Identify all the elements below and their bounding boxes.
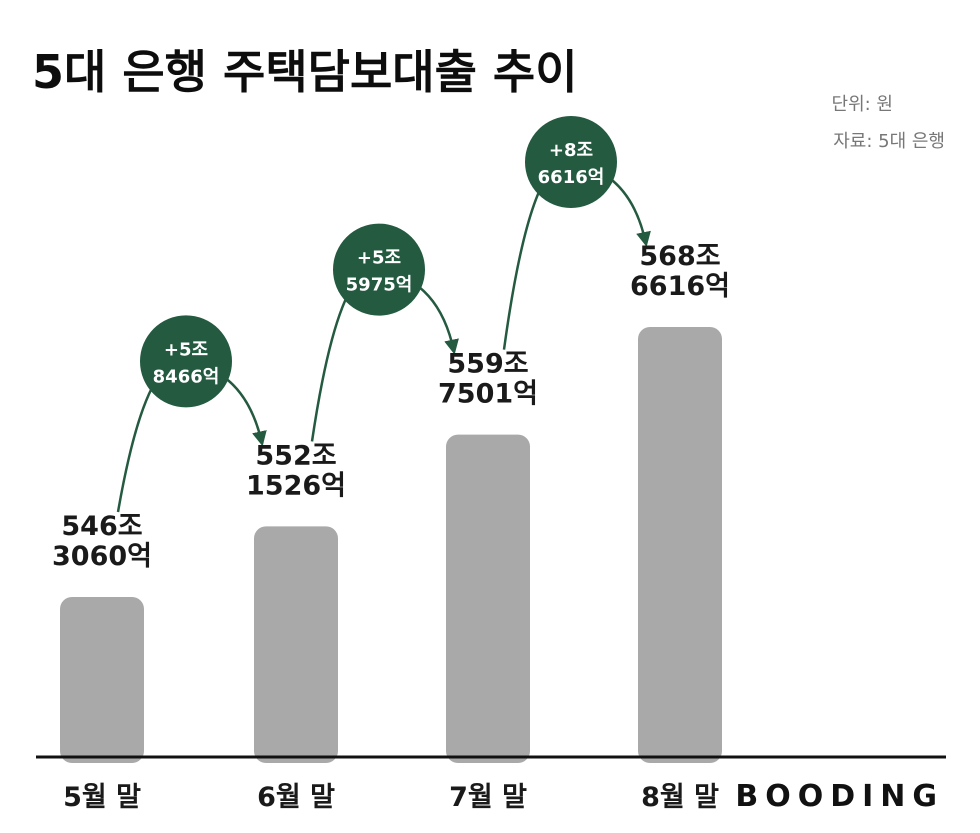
category-label-4: 8월 말	[641, 782, 719, 813]
source-note: 자료: 5대 은행	[833, 131, 945, 152]
bar-4	[638, 327, 722, 763]
value-label-3-line-1: 559조	[447, 349, 528, 380]
value-label-1-line-2: 3060억	[52, 541, 152, 572]
value-label-1-line-1: 546조	[61, 511, 142, 542]
value-label-2-line-1: 552조	[255, 440, 336, 471]
increase-bubble-1	[140, 315, 232, 408]
unit-note: 단위: 원	[832, 94, 893, 115]
increase-label-3-line-2: 6616억	[538, 167, 605, 188]
bars-group	[60, 327, 722, 763]
bubbles-group: +5조 8466억 +5조 5975억 +8조 6616억	[140, 116, 617, 408]
increase-label-2-line-1: +5조	[357, 248, 401, 269]
bar-3	[446, 434, 530, 763]
increase-label-2-line-2: 5975억	[346, 275, 413, 296]
increase-label-3-line-1: +8조	[549, 140, 593, 161]
increase-label-1-line-2: 8466억	[153, 366, 220, 387]
category-label-3: 7월 말	[449, 782, 527, 813]
brand-logo: BOODING	[735, 779, 944, 814]
value-label-2-line-2: 1526억	[246, 470, 346, 501]
value-label-4-line-1: 568조	[639, 241, 720, 272]
category-labels-group: 5월 말 6월 말 7월 말 8월 말	[63, 782, 719, 813]
bar-1	[60, 597, 144, 763]
bar-2	[254, 526, 338, 763]
value-label-3-line-2: 7501억	[438, 379, 538, 410]
increase-bubble-2	[333, 223, 425, 316]
increase-label-1-line-1: +5조	[164, 339, 208, 360]
increase-bubble-3	[525, 116, 617, 208]
category-label-1: 5월 말	[63, 782, 141, 813]
chart-title: 5대 은행 주택담보대출 추이	[32, 45, 578, 99]
category-label-2: 6월 말	[257, 782, 335, 813]
value-label-4-line-2: 6616억	[630, 271, 730, 302]
